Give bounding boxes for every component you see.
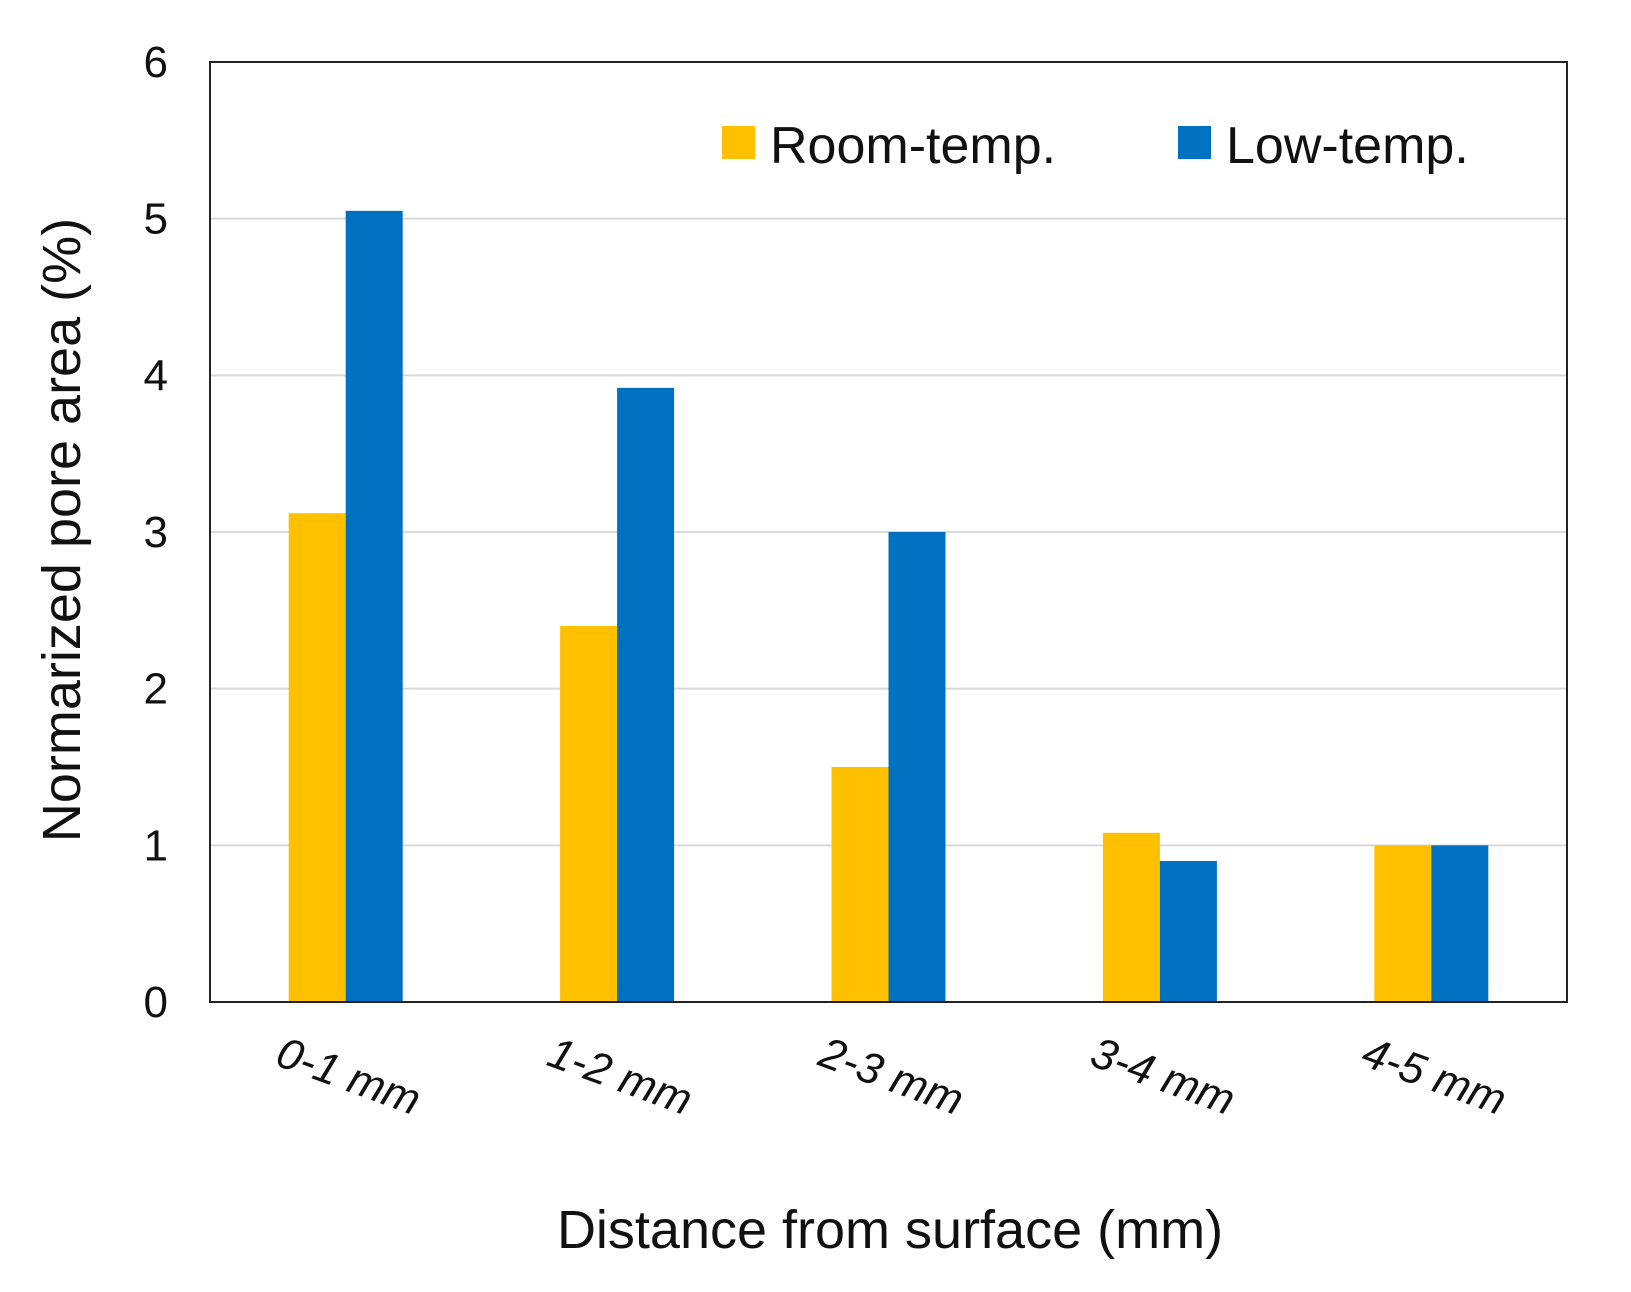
bar-low-temp-4 xyxy=(1431,845,1489,1002)
bars xyxy=(288,210,1489,1003)
x-tick-label: 1-2 mm xyxy=(542,1028,699,1125)
plot-area-frame xyxy=(209,61,1568,1003)
y-axis-title: Normarized pore area (%) xyxy=(32,218,92,842)
x-tick-label: 2-3 mm xyxy=(812,1028,970,1125)
legend-swatch-low-temp xyxy=(1178,126,1211,159)
bar-room-temp-2 xyxy=(831,767,889,1002)
y-tick-label: 3 xyxy=(144,508,168,557)
x-axis-ticks: 0-1 mm 1-2 mm 2-3 mm 3-4 mm 4-5 mm xyxy=(270,1028,1512,1125)
legend-label-low-temp: Low-temp. xyxy=(1226,117,1469,175)
bar-room-temp-0 xyxy=(288,513,346,1002)
x-tick-label: 4-5 mm xyxy=(1356,1028,1513,1125)
x-axis-title: Distance from surface (mm) xyxy=(557,1200,1223,1260)
bar-low-temp-2 xyxy=(888,532,946,1002)
y-tick-label: 6 xyxy=(144,38,168,87)
y-tick-label: 1 xyxy=(144,821,168,870)
y-tick-label: 0 xyxy=(144,978,168,1027)
bar-low-temp-3 xyxy=(1159,861,1217,1002)
legend: Room-temp. Low-temp. xyxy=(722,117,1469,175)
bar-room-temp-1 xyxy=(560,626,618,1002)
bar-low-temp-1 xyxy=(617,387,675,1002)
x-tick-label: 0-1 mm xyxy=(270,1028,427,1125)
y-axis-ticks: 0 1 2 3 4 5 6 xyxy=(144,38,168,1027)
bar-room-temp-4 xyxy=(1374,845,1432,1002)
bar-room-temp-3 xyxy=(1102,832,1160,1002)
bar-low-temp-0 xyxy=(345,210,403,1003)
legend-swatch-room-temp xyxy=(722,126,755,159)
y-tick-label: 5 xyxy=(144,195,168,244)
x-tick-label: 3-4 mm xyxy=(1084,1028,1241,1125)
legend-label-room-temp: Room-temp. xyxy=(770,117,1056,175)
y-tick-label: 2 xyxy=(144,665,168,714)
y-tick-label: 4 xyxy=(144,351,168,400)
